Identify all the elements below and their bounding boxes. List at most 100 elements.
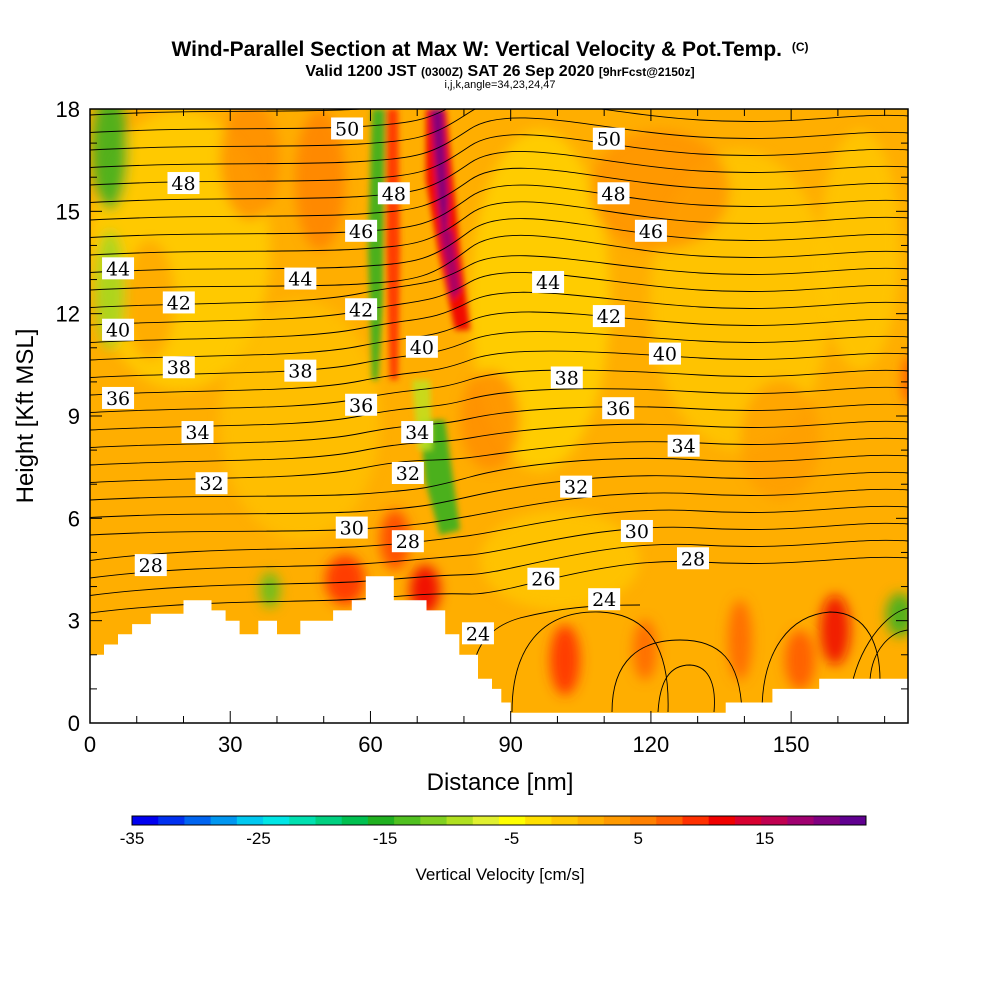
contour-label-box	[181, 421, 214, 444]
isentrope-line	[90, 386, 908, 431]
chart-title-main: Wind-Parallel Section at Max W: Vertical…	[171, 38, 782, 61]
contour-label-box	[377, 182, 410, 205]
contour-label-box	[560, 475, 593, 498]
isentrope-line	[90, 539, 908, 596]
contour-label-box	[588, 588, 621, 611]
contour-label: 48	[377, 182, 410, 205]
contour-label-text: 38	[288, 361, 312, 383]
contour-label: 42	[162, 291, 195, 314]
y-tick-label: 3	[68, 609, 80, 634]
contour-label-box	[620, 519, 653, 542]
x-tick-labels: 0 30 60 90 120 150	[84, 732, 810, 757]
isentrope-line	[90, 167, 908, 221]
contour-label-box	[532, 270, 565, 293]
contour-label: 38	[162, 356, 195, 379]
isentrope-line	[90, 311, 908, 361]
contour-label-text: 44	[536, 272, 560, 294]
isentrope-line	[90, 454, 908, 501]
colorbar-swatch	[839, 816, 867, 825]
isentrope-line	[90, 420, 908, 466]
isentrope-line	[90, 234, 908, 291]
contour-label-text: 50	[597, 129, 621, 151]
contour-label: 24	[461, 622, 494, 645]
isentrope-line	[90, 488, 908, 536]
contour-label-text: 30	[340, 518, 364, 540]
isentrope-line	[90, 255, 908, 308]
colorbar-swatch	[499, 816, 526, 825]
contour-label-text: 32	[564, 477, 588, 499]
colorbar-swatch	[603, 816, 631, 825]
contour-label: 48	[167, 172, 200, 195]
y-tick-label: 15	[56, 199, 80, 224]
colorbar-tick-label: -35	[120, 829, 145, 848]
colorbar-swatch	[263, 816, 290, 825]
colorbar-swatch	[315, 816, 343, 825]
subtitle-forecast: [9hrFcst@2150z]	[599, 65, 695, 79]
colorbar-swatch	[341, 816, 369, 825]
isentrope-line	[90, 109, 908, 151]
x-tick-label: 30	[218, 732, 242, 757]
colorbar-tick-label: 15	[755, 829, 774, 848]
y-axis-label: Height [Kft MSL]	[12, 329, 39, 504]
colorbar-swatch	[446, 816, 474, 825]
contour-label: 32	[560, 475, 593, 499]
contour-label-text: 50	[335, 118, 359, 140]
contour-label: 30	[620, 519, 653, 543]
contour-label-text: 28	[681, 548, 705, 570]
colorbar-swatch	[682, 816, 710, 825]
colorbar-tick-label: -25	[246, 829, 271, 848]
contour-label: 50	[331, 117, 364, 140]
isentrope-line	[90, 134, 908, 186]
isentrope-line	[90, 184, 908, 238]
colorbar-tick-label: 5	[633, 829, 642, 848]
contour-label: 46	[634, 219, 667, 243]
contour-label: 24	[588, 588, 621, 611]
colorbar-swatch	[708, 816, 736, 825]
x-tick-label: 120	[633, 732, 670, 757]
contour-label: 30	[335, 516, 368, 540]
contour-label-box	[167, 172, 200, 195]
chart-title: Wind-Parallel Section at Max W: Vertical…	[171, 38, 808, 61]
x-tick-label: 60	[358, 732, 382, 757]
contour-label-box	[345, 298, 378, 321]
contour-label: 34	[667, 434, 700, 458]
isentrope-line	[90, 272, 908, 326]
colorbar-swatch	[420, 816, 448, 825]
contour-label: 26	[527, 567, 560, 591]
chart-title-suffix: (C)	[792, 40, 809, 54]
colorbar-swatch	[367, 816, 395, 825]
isentrope-line	[90, 369, 908, 413]
isentrope-line	[90, 556, 908, 614]
contour-label: 28	[134, 554, 167, 577]
contour-label-text: 48	[601, 183, 625, 205]
contour-label: 44	[102, 257, 135, 280]
contour-label-box	[162, 356, 195, 379]
contour-label: 50	[592, 127, 625, 151]
contour-label-text: 36	[606, 398, 630, 420]
contour-label-box	[550, 366, 583, 389]
isentrope-line	[90, 291, 908, 343]
y-tick-label: 0	[68, 711, 80, 736]
y-tick-label: 9	[68, 404, 80, 429]
contour-label-text: 30	[625, 521, 649, 543]
contour-label-text: 48	[382, 183, 406, 205]
contour-label-text: 42	[167, 292, 191, 314]
contour-label-box	[102, 257, 135, 280]
subtitle-utc: (0300Z)	[421, 65, 463, 79]
isentrope-line	[90, 522, 908, 579]
colorbar-swatch	[210, 816, 238, 825]
contour-label: 38	[284, 359, 317, 383]
axis-tick-marks	[90, 109, 908, 723]
chart-subtitle-indices: i,j,k,angle=34,23,24,47	[444, 79, 555, 91]
contour-label-box	[345, 393, 378, 416]
contour-label: 46	[345, 219, 378, 243]
contour-label-text: 28	[139, 555, 163, 577]
y-tick-labels: 0 3 6 9 12 15 18	[56, 97, 80, 736]
contour-label-text: 48	[171, 173, 195, 195]
contour-label-text: 38	[167, 357, 191, 379]
isentrope-line	[90, 331, 908, 378]
colorbar-swatch	[132, 816, 159, 825]
heatmap-field	[90, 109, 908, 695]
contour-label: 34	[181, 421, 214, 444]
isentrope-line	[90, 109, 367, 116]
